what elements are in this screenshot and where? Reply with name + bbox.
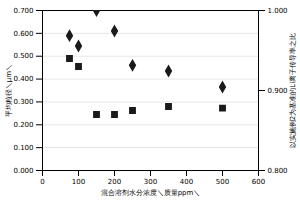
svg-text:平均粒径＼μm＼: 平均粒径＼μm＼ — [5, 64, 13, 117]
svg-text:500: 500 — [216, 178, 229, 186]
svg-text:0.100: 0.100 — [13, 144, 33, 152]
svg-text:0.500: 0.500 — [13, 52, 33, 60]
svg-text:0: 0 — [40, 178, 44, 186]
svg-text:600: 600 — [252, 178, 265, 186]
svg-text:混合溶剂水分浓度＼质量ppm＼: 混合溶剂水分浓度＼质量ppm＼ — [101, 189, 201, 197]
svg-text:0.700: 0.700 — [13, 7, 33, 15]
svg-text:以实施例2为基准的Li离子传导率之比: 以实施例2为基准的Li离子传导率之比 — [289, 33, 297, 148]
svg-text:300: 300 — [144, 178, 157, 186]
svg-text:400: 400 — [180, 178, 193, 186]
svg-text:0.400: 0.400 — [13, 75, 33, 83]
svg-text:100: 100 — [72, 178, 85, 186]
svg-text:0.800: 0.800 — [268, 167, 288, 175]
svg-text:0.200: 0.200 — [13, 121, 33, 129]
svg-text:0.900: 0.900 — [268, 87, 288, 95]
svg-text:0.000: 0.000 — [13, 167, 33, 175]
svg-text:1.000: 1.000 — [268, 7, 288, 15]
svg-text:0.300: 0.300 — [13, 98, 33, 106]
svg-text:200: 200 — [108, 178, 121, 186]
svg-text:0.600: 0.600 — [13, 30, 33, 38]
